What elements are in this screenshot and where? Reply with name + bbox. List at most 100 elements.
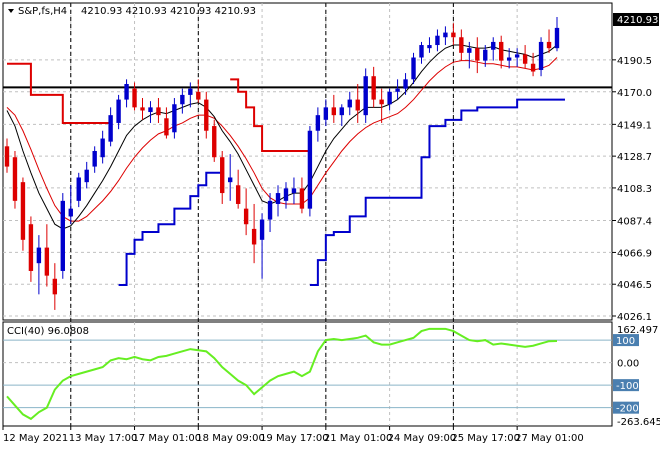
candle-body [235, 185, 241, 204]
time-tick-label: 18 May 09:00 [196, 433, 265, 444]
candle-body [443, 32, 448, 38]
candle-body [347, 99, 352, 108]
candle-body [28, 224, 34, 271]
candle-body [164, 118, 169, 136]
candle-body [299, 188, 305, 209]
candle-body [459, 37, 464, 53]
candle-body [483, 49, 488, 61]
candle-body [419, 45, 424, 58]
candle-body [435, 35, 440, 46]
cci-line [6, 327, 558, 421]
cci-level-label: -200 [616, 404, 639, 415]
cci-min-label: -263.6451 [617, 417, 660, 428]
candle-body [499, 41, 504, 61]
candle-body [331, 107, 337, 116]
fast-ma-line [6, 44, 558, 230]
candle-body [363, 76, 368, 116]
candle-body [156, 107, 161, 116]
candle-body [538, 41, 544, 70]
price-axis: 4190.5 4170.0 4149.1 4128.7 4108.3 4087.4 4066… [612, 56, 652, 323]
candle-body [220, 157, 225, 194]
candle-body [92, 150, 97, 167]
trailing-stop-segment [230, 78, 310, 152]
candle-body [124, 83, 129, 100]
candle-body [379, 99, 384, 105]
candle-body [291, 188, 297, 194]
price-pane-border [2, 2, 613, 321]
candle-body [108, 115, 113, 142]
candle-body [116, 99, 121, 123]
candle-body [180, 94, 185, 105]
candle-body [44, 247, 50, 276]
time-tick-label: 12 May 2021 [3, 433, 68, 444]
candle-body [451, 32, 456, 38]
price-tick-label: 4026.1 [617, 312, 652, 323]
cci-max-label: 162.497 [617, 325, 658, 336]
candle-body [267, 200, 273, 220]
candle-body [188, 88, 193, 95]
cci-level-label: 0.00 [617, 359, 639, 370]
cci-level-badge [613, 379, 639, 392]
cci-polyline [6, 327, 558, 421]
candle-body [20, 182, 26, 240]
grid [3, 3, 612, 426]
candle-body [546, 41, 552, 49]
cci-level-label: 100 [616, 336, 635, 347]
candle-body [251, 228, 257, 245]
session-dividers [70, 3, 454, 426]
candle-body [172, 104, 177, 133]
candle-body [4, 146, 10, 167]
price-tick-label: 4108.3 [617, 184, 652, 195]
chevron-down-icon[interactable] [8, 9, 14, 13]
candle-body [148, 107, 153, 113]
candle-body [514, 54, 520, 58]
candle-body [355, 99, 360, 111]
candle-body [132, 88, 137, 108]
candle-body [84, 169, 89, 183]
cci-label: CCI(40) 96.0808 [7, 326, 89, 337]
candle-body [283, 188, 289, 201]
price-tick-label: 4066.9 [617, 248, 652, 259]
candle-body [204, 99, 209, 131]
candle-body [36, 247, 42, 264]
candle-body [475, 48, 480, 61]
candle-body [339, 107, 344, 116]
candle-body [427, 45, 432, 49]
current-price-badge [613, 13, 659, 26]
candle-body [100, 138, 105, 158]
candle-body [491, 41, 496, 50]
price-tick-label: 4128.7 [617, 152, 652, 163]
candle-body [395, 88, 400, 92]
candle-body [76, 177, 81, 201]
trailing-stop-segment [309, 98, 565, 286]
candle-body [12, 157, 18, 201]
candle-body [275, 193, 281, 204]
price-tick-label: 4170.0 [617, 88, 652, 99]
symbol-label: S&P,fs,H4 [18, 6, 67, 17]
trailing-stop-lines [7, 62, 565, 286]
candle-body [522, 54, 528, 64]
time-tick-label: 17 May 01:00 [133, 433, 202, 444]
candle-body [243, 208, 249, 225]
candle-body [52, 278, 58, 295]
candle-body [467, 48, 472, 53]
candle-body [68, 208, 73, 217]
price-tick-label: 4046.5 [617, 280, 652, 291]
candles [4, 17, 560, 310]
price-tick-label: 4087.4 [617, 216, 652, 227]
time-tick-label: 13 May 17:00 [69, 433, 138, 444]
time-tick-label: 27 May 01:00 [515, 433, 584, 444]
candle-body [315, 115, 321, 131]
candle-body [307, 130, 313, 209]
candle-body [60, 200, 65, 271]
candle-body [387, 91, 392, 105]
current-price-label: 4210.93 [617, 15, 658, 26]
moving-averages [6, 44, 558, 230]
slow-ma-line [6, 57, 558, 222]
candle-body [411, 57, 416, 80]
ohlc-readout: 4210.93 4210.93 4210.93 4210.93 [81, 6, 256, 17]
trailing-stop-segment [118, 171, 223, 286]
cci-level-label: -100 [616, 381, 639, 392]
price-tick-label: 4190.5 [617, 56, 652, 67]
